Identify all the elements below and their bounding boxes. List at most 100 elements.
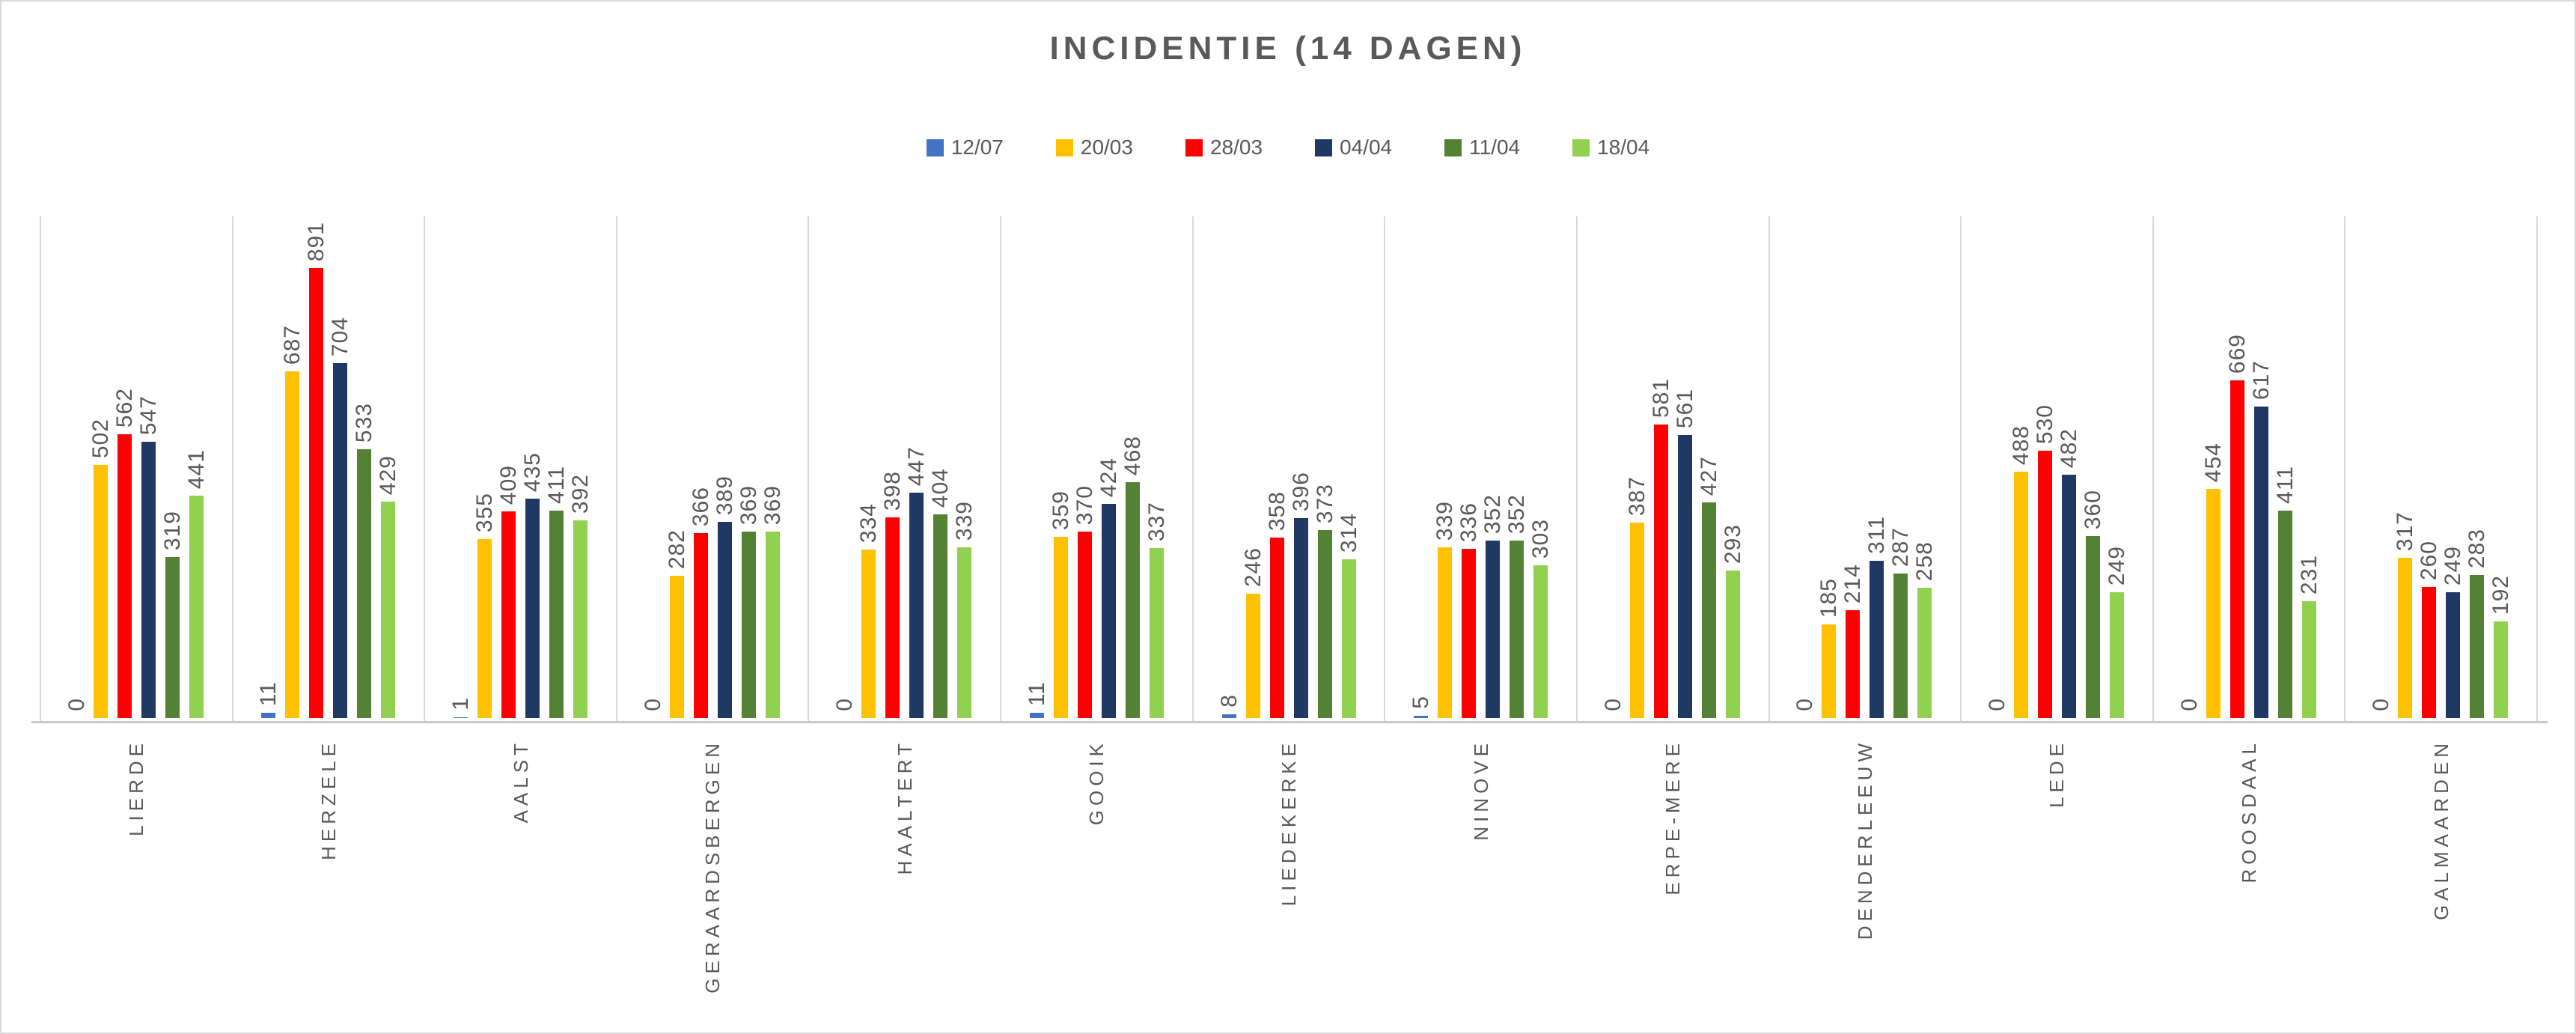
- bar: [1630, 523, 1644, 718]
- legend-swatch: [926, 139, 944, 156]
- bar-value-label: 337: [1144, 501, 1169, 541]
- bar: [2062, 475, 2076, 718]
- bar-value-label: 398: [880, 470, 905, 511]
- bar-value-label: 192: [2488, 574, 2513, 615]
- bar-value-label: 287: [1888, 526, 1913, 567]
- bar-value-label: 0: [641, 698, 665, 711]
- bar: [285, 371, 299, 718]
- bar: [1414, 716, 1428, 718]
- bar: [1222, 714, 1236, 718]
- bar: [1054, 537, 1068, 718]
- bar-value-label: 369: [760, 484, 785, 525]
- bar: [501, 511, 516, 718]
- bar-value-label: 366: [689, 486, 713, 526]
- chart-legend: 12/07 20/03 28/03 04/04 11/04 18/04: [1, 136, 2575, 159]
- gridline: [1768, 216, 1770, 721]
- bar-value-label: 392: [568, 473, 593, 514]
- legend-swatch: [1055, 139, 1073, 156]
- bar-value-label: 1: [448, 697, 473, 711]
- bar: [694, 533, 708, 718]
- bar: [1318, 530, 1332, 718]
- gridline: [2344, 216, 2345, 721]
- bar-value-label: 404: [928, 467, 953, 508]
- legend-label: 28/03: [1209, 136, 1263, 159]
- bar-value-label: 282: [665, 529, 689, 569]
- bar-value-label: 249: [2441, 545, 2465, 586]
- bar-value-label: 11: [256, 681, 281, 706]
- gridline: [424, 216, 425, 721]
- legend-item: 18/04: [1572, 136, 1649, 159]
- legend-label: 11/04: [1469, 136, 1521, 159]
- bar-value-label: 581: [1649, 377, 1673, 418]
- bar-value-label: 231: [2297, 554, 2322, 594]
- bar-value-label: 260: [2417, 540, 2441, 580]
- category-label: HAALTERT: [894, 739, 916, 875]
- bar-value-label: 387: [1625, 475, 1649, 516]
- bar: [189, 496, 204, 718]
- bar: [1870, 561, 1884, 718]
- bar-value-label: 429: [376, 454, 400, 495]
- bar-value-label: 447: [904, 445, 929, 486]
- category-label: LIERDE: [125, 739, 147, 836]
- bar: [573, 520, 587, 718]
- bar: [2278, 511, 2292, 718]
- bar-value-label: 336: [1456, 502, 1481, 542]
- gridline: [2152, 216, 2154, 721]
- legend-label: 18/04: [1597, 136, 1650, 159]
- bar: [549, 511, 564, 718]
- bar-value-label: 0: [64, 698, 89, 711]
- bar: [933, 514, 947, 718]
- bar-value-label: 314: [1337, 512, 1361, 553]
- bar-value-label: 424: [1096, 457, 1121, 497]
- bar-value-label: 370: [1072, 484, 1097, 525]
- bar: [2398, 558, 2412, 718]
- bar-value-label: 0: [1601, 698, 1626, 711]
- bar-value-label: 482: [2057, 428, 2081, 468]
- bar-value-label: 454: [2201, 442, 2226, 482]
- bar-value-label: 502: [88, 418, 113, 458]
- bar: [1893, 574, 1908, 718]
- bar-value-label: 214: [1840, 563, 1865, 603]
- bar: [2206, 489, 2221, 718]
- bar: [1438, 547, 1452, 718]
- bar: [2038, 451, 2052, 718]
- bar: [2110, 592, 2124, 718]
- category-label: ERPE-MERE: [1661, 739, 1684, 895]
- bar: [333, 363, 347, 718]
- bar: [117, 434, 132, 718]
- bar: [766, 532, 780, 718]
- legend-swatch: [1315, 139, 1333, 156]
- bar-value-label: 317: [2393, 511, 2417, 551]
- bar: [1102, 504, 1116, 718]
- bar: [165, 557, 180, 718]
- bar-value-label: 0: [1792, 698, 1817, 711]
- bar-value-label: 441: [184, 448, 209, 489]
- bar: [1126, 482, 1140, 718]
- bar-value-label: 687: [280, 324, 305, 365]
- gridline: [808, 216, 809, 721]
- legend-swatch: [1185, 139, 1203, 156]
- bar-value-label: 11: [1025, 681, 1049, 706]
- bar-value-label: 339: [952, 500, 977, 541]
- bar: [1462, 549, 1476, 718]
- bar: [742, 532, 756, 718]
- x-axis-line: [31, 721, 2548, 723]
- category-label: AALST: [510, 739, 532, 824]
- bar-value-label: 396: [1289, 471, 1313, 511]
- bar: [2086, 536, 2100, 718]
- bar: [1294, 518, 1308, 718]
- legend-item: 28/03: [1185, 136, 1263, 159]
- legend-swatch: [1444, 139, 1462, 156]
- bar: [477, 539, 492, 718]
- bar-value-label: 303: [1528, 518, 1553, 559]
- gridline: [1384, 216, 1385, 721]
- gridline: [40, 216, 41, 721]
- legend-label: 20/03: [1080, 136, 1133, 159]
- bar-value-label: 533: [352, 402, 376, 443]
- bar: [525, 499, 540, 718]
- category-label: GERAARDSBERGEN: [701, 739, 724, 994]
- bar-value-label: 5: [1408, 696, 1433, 709]
- bar: [1917, 588, 1932, 718]
- bar-value-label: 8: [1217, 694, 1242, 708]
